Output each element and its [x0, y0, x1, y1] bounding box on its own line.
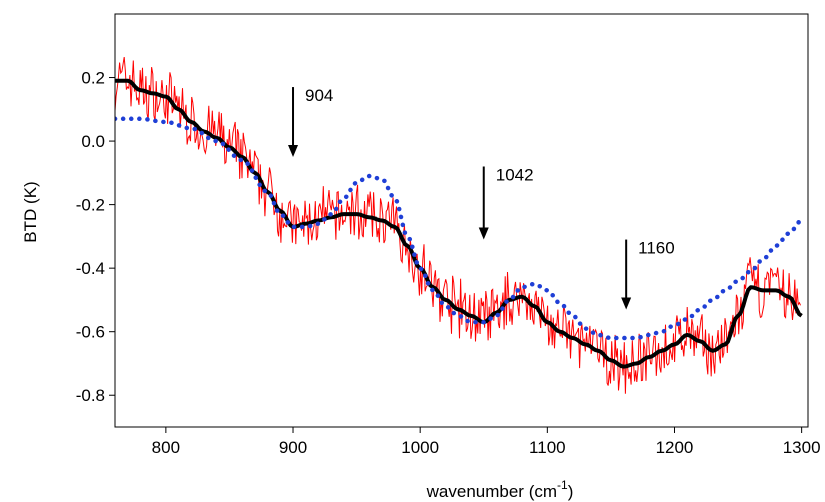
y-tick-label: 0.0 — [81, 132, 105, 151]
x-tick-label: 1100 — [529, 438, 566, 457]
series-layer — [115, 57, 804, 394]
annotation-arrow-head — [288, 144, 299, 157]
y-tick-label: -0.4 — [76, 259, 105, 278]
x-tick-label: 1200 — [656, 438, 694, 457]
axes-layer: 800 900 1000 1100 1200 1300 0.2 0.0 -0.2 -0.4 -0.6… — [76, 13, 821, 457]
y-tick-label: -0.2 — [76, 196, 105, 215]
x-tick-label: 800 — [152, 438, 180, 457]
y-tick-label: -0.8 — [76, 386, 105, 405]
annotation-arrow-head — [478, 227, 489, 240]
y-tick-label: 0.2 — [81, 69, 105, 88]
x-tick-label: 1300 — [783, 438, 821, 457]
series-noisy-line — [115, 57, 801, 394]
annotation-layer: 904 1042 1160 — [288, 86, 675, 310]
plot-frame — [114, 13, 809, 428]
annotation-arrow-head — [621, 297, 632, 310]
series-solid-line — [115, 78, 803, 369]
x-axis-title: wavenumber (cm-1) — [426, 478, 574, 501]
y-axis-title: BTD (K) — [21, 181, 40, 242]
y-tick-label: -0.6 — [76, 323, 105, 342]
x-axis-title-main: wavenumber (cm — [426, 482, 557, 501]
x-axis-title-sup: -1 — [557, 478, 568, 492]
annotation-label: 1160 — [638, 239, 675, 258]
x-tick-label: 1000 — [401, 438, 439, 457]
x-axis-title-close: ) — [568, 482, 574, 501]
series-dotted-line — [115, 116, 804, 341]
annotation-label: 904 — [305, 86, 333, 105]
annotation-label: 1042 — [496, 165, 534, 184]
x-tick-label: 900 — [279, 438, 307, 457]
